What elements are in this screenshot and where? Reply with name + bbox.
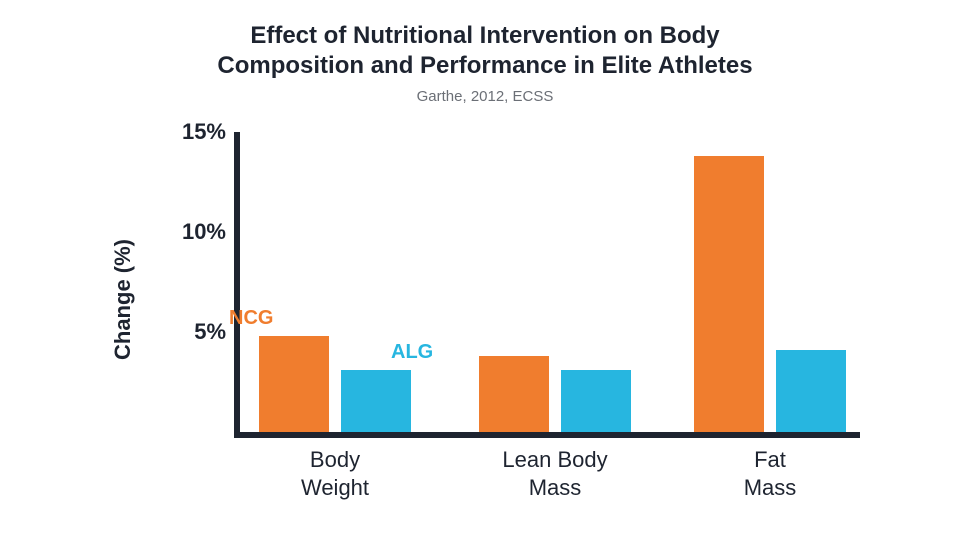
chart-container: Effect of Nutritional Intervention on Bo… xyxy=(0,0,970,546)
x-category-label: BodyWeight xyxy=(235,432,435,501)
y-tick-label: 10% xyxy=(182,219,226,245)
bar-ncg xyxy=(694,156,764,432)
plot-area: 5%10%15%NCGALGBodyWeightLean BodyMassFat… xyxy=(240,132,860,432)
chart-title-line2: Composition and Performance in Elite Ath… xyxy=(0,52,970,80)
bar-alg xyxy=(776,350,846,432)
y-tick-label: 15% xyxy=(182,119,226,145)
series-label-alg: ALG xyxy=(391,341,433,364)
y-axis-line xyxy=(234,132,240,438)
chart-subtitle: Garthe, 2012, ECSS xyxy=(0,88,970,105)
y-tick-label: 5% xyxy=(194,319,226,345)
bar-ncg xyxy=(479,356,549,432)
bar-alg xyxy=(561,370,631,432)
y-axis-label: Change (%) xyxy=(110,239,136,360)
bar-alg xyxy=(341,370,411,432)
series-label-ncg: NCG xyxy=(229,307,273,330)
x-category-label: Lean BodyMass xyxy=(455,432,655,501)
bar-ncg xyxy=(259,336,329,432)
x-category-label: FatMass xyxy=(670,432,870,501)
chart-title-line1: Effect of Nutritional Intervention on Bo… xyxy=(0,22,970,50)
